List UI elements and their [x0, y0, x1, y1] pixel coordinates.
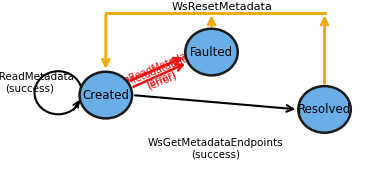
- Ellipse shape: [298, 86, 351, 133]
- Text: WsReadMetadata
(error): WsReadMetadata (error): [115, 47, 202, 100]
- Text: WsGetMetadataEndpoints
(error): WsGetMetadataEndpoints (error): [96, 42, 222, 110]
- Text: WsResetMetadata: WsResetMetadata: [172, 2, 273, 12]
- Text: Created: Created: [82, 89, 129, 102]
- Text: WsGetMetadataEndpoints
(success): WsGetMetadataEndpoints (success): [147, 138, 283, 160]
- Ellipse shape: [185, 29, 238, 75]
- Text: Faulted: Faulted: [190, 46, 233, 59]
- Text: WsReadMetadata
(success): WsReadMetadata (success): [0, 72, 75, 93]
- Text: Resolved: Resolved: [298, 103, 351, 116]
- Ellipse shape: [80, 72, 132, 118]
